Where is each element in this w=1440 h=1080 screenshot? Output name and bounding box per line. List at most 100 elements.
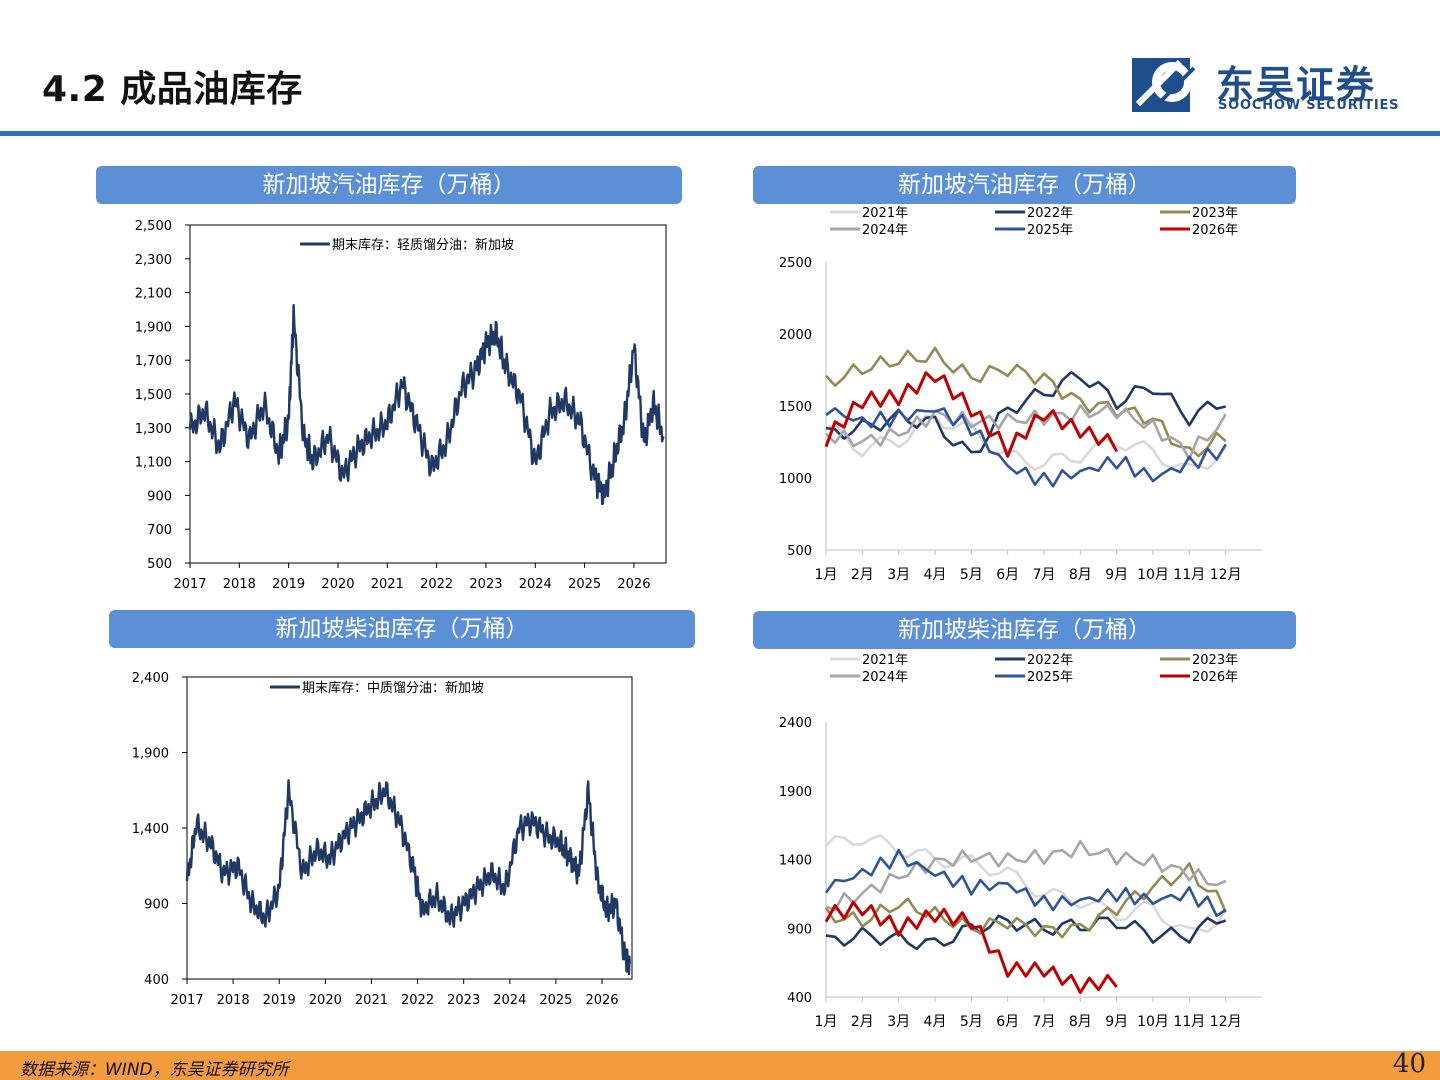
y-tick-label-c1: 2,100 [135, 287, 172, 302]
x-tick-label-c4: 6月 [996, 1014, 1019, 1030]
series-line-c2 [825, 370, 1227, 454]
x-tick-label-c3: 2022 [401, 993, 434, 1008]
y-tick-label-c2: 1000 [779, 472, 812, 487]
legend-label-c4: 2021年 [862, 653, 908, 668]
x-tick-label-c2: 12月 [1210, 567, 1242, 583]
x-tick-label-c4: 12月 [1210, 1014, 1242, 1030]
x-tick-label-c2: 6月 [996, 567, 1019, 583]
y-tick-label-c3: 400 [144, 973, 169, 988]
x-tick-label-c1: 2021 [371, 577, 404, 592]
y-tick-label-c1: 2,500 [135, 219, 172, 234]
page-number: 40 [1392, 1049, 1426, 1079]
y-tick-label-c4: 400 [787, 991, 812, 1006]
x-tick-label-c4: 10月 [1137, 1014, 1169, 1030]
y-tick-label-c3: 1,400 [132, 822, 169, 837]
legend-label-c2: 2026年 [1192, 223, 1238, 238]
logo-english-name: SOOCHOW SECURITIES [1218, 98, 1400, 113]
x-tick-label-c2: 7月 [1033, 567, 1056, 583]
y-tick-label-c4: 1400 [779, 854, 812, 869]
legend-label-c2: 2023年 [1192, 206, 1238, 221]
y-tick-label-c2: 2500 [779, 256, 812, 271]
x-tick-label-c2: 4月 [924, 567, 947, 583]
legend-label-c3: 期末库存：中质馏分油：新加坡 [302, 680, 484, 696]
x-tick-label-c3: 2026 [585, 993, 618, 1008]
x-tick-label-c4: 5月 [960, 1014, 983, 1030]
series-line-c4 [825, 834, 1227, 934]
x-tick-label-c1: 2026 [617, 577, 650, 592]
panel-title-diesel-history: 新加坡柴油库存（万桶） [109, 610, 695, 648]
y-tick-label-c3: 900 [144, 898, 169, 913]
y-tick-label-c4: 900 [787, 922, 812, 937]
x-tick-label-c3: 2017 [170, 993, 203, 1008]
series-line-c3 [185, 779, 631, 976]
data-source-note: 数据来源：WIND，东吴证券研究所 [20, 1060, 289, 1080]
plot-frame-c1 [189, 224, 667, 564]
footer-bar: 数据来源：WIND，东吴证券研究所 40 [0, 1049, 1440, 1080]
x-tick-label-c4: 4月 [924, 1014, 947, 1030]
x-tick-label-c3: 2021 [355, 993, 388, 1008]
y-tick-label-c4: 1900 [779, 785, 812, 800]
x-tick-label-c2: 9月 [1105, 567, 1128, 583]
x-tick-label-c3: 2024 [493, 993, 526, 1008]
x-tick-label-c2: 8月 [1069, 567, 1092, 583]
x-tick-label-c2: 11月 [1173, 567, 1205, 583]
series-line-c1 [188, 303, 665, 506]
x-tick-label-c2: 3月 [887, 567, 910, 583]
x-tick-label-c4: 2月 [851, 1014, 874, 1030]
series-line-c4 [825, 839, 1227, 912]
y-tick-label-c2: 1500 [779, 400, 812, 415]
plot-frame-c3 [186, 676, 633, 980]
legend-label-c2: 2024年 [862, 223, 908, 238]
page-title: 4.2 成品油库存 [42, 69, 303, 110]
x-tick-label-c1: 2025 [568, 577, 601, 592]
x-tick-label-c1: 2022 [420, 577, 453, 592]
y-tick-label-c1: 2,300 [135, 253, 172, 268]
x-tick-label-c1: 2024 [519, 577, 552, 592]
legend-label-c4: 2022年 [1027, 653, 1073, 668]
x-tick-label-c1: 2019 [272, 577, 305, 592]
logo-chinese-name: 东吴证券 [1216, 63, 1377, 107]
series-line-c2 [825, 346, 1227, 458]
series-line-c4 [824, 848, 1227, 918]
y-tick-label-c1: 1,900 [135, 320, 172, 335]
series-line-c4 [824, 862, 1227, 939]
y-tick-label-c1: 1,100 [135, 456, 172, 471]
y-tick-label-c1: 1,300 [135, 422, 172, 437]
legend-label-c4: 2024年 [862, 670, 908, 685]
legend-label-c4: 2025年 [1027, 670, 1073, 685]
x-tick-label-c4: 8月 [1069, 1014, 1092, 1030]
y-tick-label-c3: 1,900 [132, 747, 169, 762]
x-tick-label-c2: 10月 [1137, 567, 1169, 583]
y-tick-label-c2: 500 [787, 544, 812, 559]
x-tick-label-c3: 2023 [447, 993, 480, 1008]
x-tick-label-c2: 5月 [960, 567, 983, 583]
y-tick-label-c1: 1,700 [135, 354, 172, 369]
y-tick-label-c4: 2400 [779, 716, 812, 731]
company-logo: 东吴证券 SOOCHOW SECURITIES [1132, 56, 1402, 116]
y-tick-label-c3: 2,400 [132, 671, 169, 686]
x-tick-label-c1: 2023 [469, 577, 502, 592]
series-line-c4 [824, 900, 1118, 995]
legend-label-c1: 期末库存：轻质馏分油：新加坡 [332, 237, 514, 253]
legend-label-c2: 2021年 [862, 206, 908, 221]
panel-title-gasoline-history: 新加坡汽油库存（万桶） [96, 166, 682, 204]
y-tick-label-c2: 2000 [779, 328, 812, 343]
x-tick-label-c2: 1月 [815, 567, 838, 583]
series-line-c2 [824, 371, 1119, 458]
header-divider [0, 131, 1440, 136]
x-tick-label-c1: 2018 [223, 577, 256, 592]
x-tick-label-c1: 2017 [173, 577, 206, 592]
y-tick-label-c1: 1,500 [135, 388, 172, 403]
x-tick-label-c4: 1月 [815, 1014, 838, 1030]
x-tick-label-c4: 9月 [1105, 1014, 1128, 1030]
legend-label-c4: 2026年 [1192, 670, 1238, 685]
series-line-c2 [825, 403, 1227, 461]
panel-title-gasoline-seasonal: 新加坡汽油库存（万桶） [753, 166, 1296, 204]
x-tick-label-c4: 11月 [1173, 1014, 1205, 1030]
x-tick-label-c3: 2018 [217, 993, 250, 1008]
x-tick-label-c2: 2月 [851, 567, 874, 583]
x-tick-label-c3: 2020 [309, 993, 342, 1008]
x-tick-label-c1: 2020 [321, 577, 354, 592]
x-tick-label-c3: 2019 [263, 993, 296, 1008]
